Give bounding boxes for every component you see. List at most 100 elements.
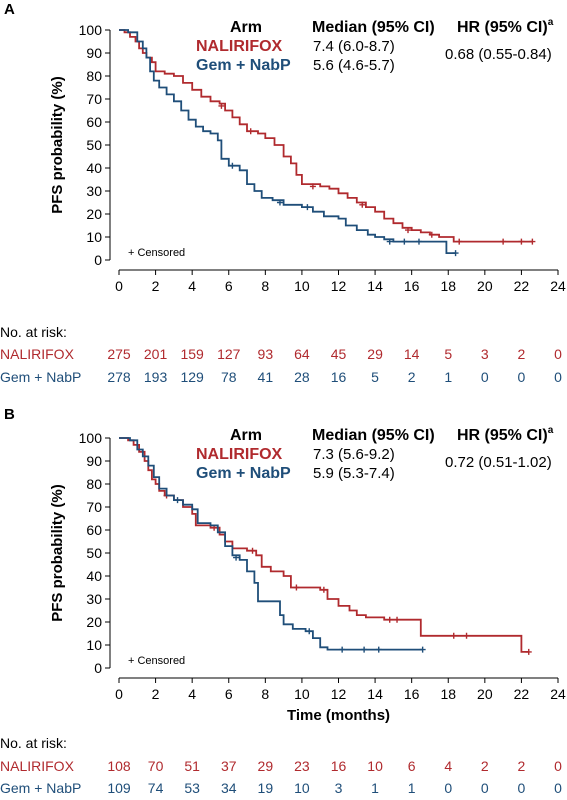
x-tick-label: 10 <box>294 686 310 702</box>
censor-mark <box>320 586 327 593</box>
risk-value: 14 <box>404 346 420 362</box>
censor-mark <box>500 238 507 245</box>
risk-value: 29 <box>367 346 383 362</box>
risk-value: 129 <box>180 369 204 385</box>
risk-value: 29 <box>258 758 274 774</box>
censor-mark <box>361 646 368 653</box>
y-tick-label: 90 <box>86 45 102 61</box>
risk-value: 1 <box>371 780 379 796</box>
y-tick-label: 10 <box>86 637 102 653</box>
risk-value: 10 <box>294 780 310 796</box>
legend-hr-value: 0.68 (0.55-0.84) <box>445 46 552 63</box>
x-tick-label: 12 <box>331 278 347 294</box>
censor-mark <box>450 632 457 639</box>
x-tick-label: 18 <box>440 278 456 294</box>
risk-value: 51 <box>184 758 200 774</box>
y-tick-label: 40 <box>86 160 102 176</box>
x-tick-label: 14 <box>367 686 383 702</box>
series-line-gem-nabp <box>119 437 423 651</box>
risk-value: 2 <box>518 758 526 774</box>
censor-mark <box>428 231 435 238</box>
censor-mark <box>518 238 525 245</box>
y-tick-label: 70 <box>86 499 102 515</box>
censor-mark <box>276 199 283 206</box>
legend-head-hr-sup: a <box>548 17 554 28</box>
risk-value: 0 <box>518 369 526 385</box>
x-tick-label: 20 <box>477 278 493 294</box>
risk-value: 2 <box>481 758 489 774</box>
risk-value: 201 <box>144 346 168 362</box>
risk-value: 19 <box>258 780 274 796</box>
x-tick-label: 12 <box>331 686 347 702</box>
x-tick-label: 24 <box>550 278 566 294</box>
risk-value: 10 <box>367 758 383 774</box>
censor-mark <box>529 238 536 245</box>
risk-value: 3 <box>335 780 343 796</box>
y-tick-label: 20 <box>86 614 102 630</box>
x-tick-label: 6 <box>225 686 233 702</box>
risk-value: 5 <box>444 346 452 362</box>
y-tick-label: 90 <box>86 453 102 469</box>
censor-mark <box>309 183 316 190</box>
censor-mark <box>339 646 346 653</box>
y-tick-label: 80 <box>86 476 102 492</box>
legend-median-value: 7.4 (6.0-8.7) <box>313 38 395 55</box>
risk-value: 193 <box>144 369 168 385</box>
x-tick-label: 24 <box>550 686 566 702</box>
risk-value: 5 <box>371 369 379 385</box>
risk-value: 2 <box>518 346 526 362</box>
censor-mark <box>293 584 300 591</box>
risk-value: 93 <box>258 346 274 362</box>
risk-heading: No. at risk: <box>0 735 67 751</box>
risk-value: 6 <box>408 758 416 774</box>
risk-value: 0 <box>481 780 489 796</box>
x-tick-label: 22 <box>514 686 530 702</box>
risk-value: 109 <box>107 780 131 796</box>
legend-head-hr-sup: a <box>548 425 554 436</box>
censor-mark <box>386 616 393 623</box>
y-tick-label: 0 <box>94 252 102 268</box>
risk-value: 127 <box>217 346 241 362</box>
risk-value: 78 <box>221 369 237 385</box>
panel-label: A <box>4 1 15 18</box>
risk-value: 2 <box>408 369 416 385</box>
series-line-nalirifox <box>119 437 529 653</box>
risk-value: 159 <box>180 346 204 362</box>
x-tick-label: 8 <box>261 278 269 294</box>
risk-row-name: Gem + NabP <box>0 780 81 796</box>
risk-row-name: Gem + NabP <box>0 369 81 385</box>
x-tick-label: 14 <box>367 278 383 294</box>
risk-value: 70 <box>148 758 164 774</box>
risk-value: 1 <box>444 369 452 385</box>
censor-mark <box>359 201 366 208</box>
legend-head-hr: HR (95% CI)a <box>457 17 554 36</box>
risk-value: 0 <box>554 346 562 362</box>
risk-value: 16 <box>331 369 347 385</box>
risk-value: 0 <box>518 780 526 796</box>
risk-value: 37 <box>221 758 237 774</box>
x-tick-label: 4 <box>188 686 196 702</box>
risk-value: 0 <box>554 780 562 796</box>
censor-mark <box>249 547 256 554</box>
y-tick-label: 30 <box>86 183 102 199</box>
legend-arm-name: Gem + NabP <box>196 57 291 74</box>
risk-value: 0 <box>481 369 489 385</box>
censor-mark <box>174 497 181 504</box>
legend-head-median: Median (95% CI) <box>312 427 435 444</box>
legend-median-value: 5.6 (4.6-5.7) <box>313 57 395 74</box>
x-tick-label: 20 <box>477 686 493 702</box>
legend-arm-name: Gem + NabP <box>196 465 291 482</box>
risk-value: 45 <box>331 346 347 362</box>
censor-mark <box>456 238 463 245</box>
y-tick-label: 40 <box>86 568 102 584</box>
x-tick-label: 16 <box>404 686 420 702</box>
legend-head-arm: Arm <box>230 427 262 444</box>
censor-mark <box>452 250 459 257</box>
risk-value: 275 <box>107 346 131 362</box>
risk-row-name: NALIRIFOX <box>0 758 75 774</box>
y-tick-label: 70 <box>86 91 102 107</box>
legend-median-value: 7.3 (5.6-9.2) <box>313 446 395 463</box>
x-tick-label: 22 <box>514 278 530 294</box>
risk-value: 0 <box>444 780 452 796</box>
